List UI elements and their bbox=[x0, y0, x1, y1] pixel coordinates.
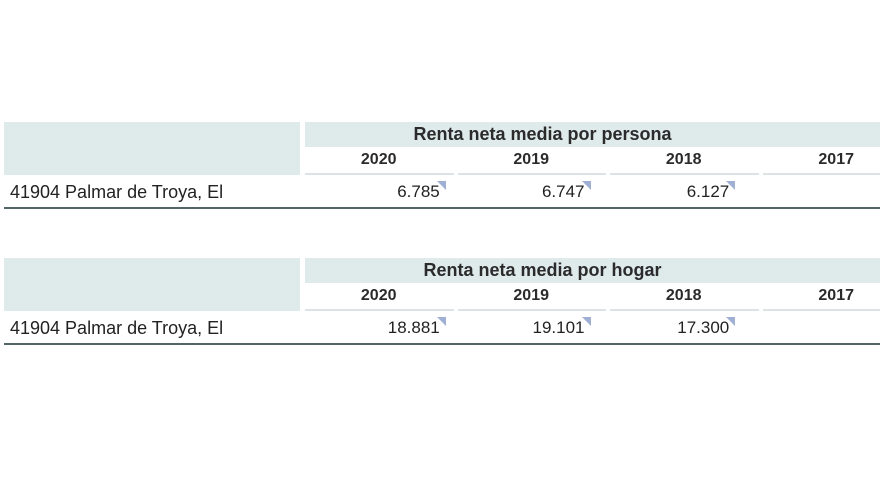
value-cell: 6.785 bbox=[305, 177, 446, 207]
value-cell: 6.127 bbox=[595, 177, 736, 207]
municipality-name: 41904 Palmar de Troya, El bbox=[10, 318, 224, 338]
value-cell: 18.881 bbox=[305, 313, 446, 343]
header-blank-cell bbox=[4, 258, 300, 311]
year-header[interactable]: 2018 bbox=[610, 147, 759, 175]
value-cells: 18.881 19.101 17.300 bbox=[305, 313, 880, 343]
table-title-text: Renta neta media por persona bbox=[413, 124, 672, 144]
table-row: 41904 Palmar de Troya, El 18.881 19.101 … bbox=[4, 313, 880, 345]
value-cells: 6.785 6.747 6.127 bbox=[305, 177, 880, 207]
year-header[interactable]: 2020 bbox=[305, 147, 454, 175]
value-cell: 17.300 bbox=[595, 313, 736, 343]
year-header[interactable]: 2018 bbox=[610, 283, 759, 311]
header-blank-cell bbox=[4, 122, 300, 175]
municipality-name: 41904 Palmar de Troya, El bbox=[10, 182, 224, 202]
table-title: Renta neta media por persona bbox=[305, 122, 880, 147]
note-marker-icon[interactable] bbox=[581, 181, 591, 190]
value-text: 17.300 bbox=[677, 318, 730, 337]
year-header-row: 2020 2019 2018 2017 bbox=[305, 147, 880, 175]
value-text: 6.785 bbox=[397, 182, 440, 201]
value-cell bbox=[739, 313, 880, 343]
note-marker-icon[interactable] bbox=[581, 317, 591, 326]
year-header[interactable]: 2019 bbox=[457, 147, 606, 175]
note-marker-icon[interactable] bbox=[726, 181, 736, 190]
table-row: 41904 Palmar de Troya, El 6.785 6.747 6.… bbox=[4, 177, 880, 209]
value-cell: 19.101 bbox=[450, 313, 591, 343]
year-header[interactable]: 2019 bbox=[457, 283, 606, 311]
value-text: 18.881 bbox=[387, 318, 440, 337]
value-text: 6.747 bbox=[541, 182, 585, 201]
value-cell: 6.747 bbox=[450, 177, 591, 207]
value-text: 6.127 bbox=[686, 182, 730, 201]
note-marker-icon[interactable] bbox=[726, 317, 736, 326]
year-header-row: 2020 2019 2018 2017 bbox=[305, 283, 880, 311]
value-text: 19.101 bbox=[532, 318, 585, 337]
year-header[interactable]: 2017 bbox=[762, 283, 880, 311]
value-cell bbox=[739, 177, 880, 207]
year-header[interactable]: 2020 bbox=[305, 283, 454, 311]
table-title-text: Renta neta media por hogar bbox=[423, 260, 662, 280]
table-title: Renta neta media por hogar bbox=[305, 258, 880, 283]
note-marker-icon[interactable] bbox=[436, 181, 446, 190]
year-header[interactable]: 2017 bbox=[762, 147, 880, 175]
note-marker-icon[interactable] bbox=[436, 317, 446, 326]
